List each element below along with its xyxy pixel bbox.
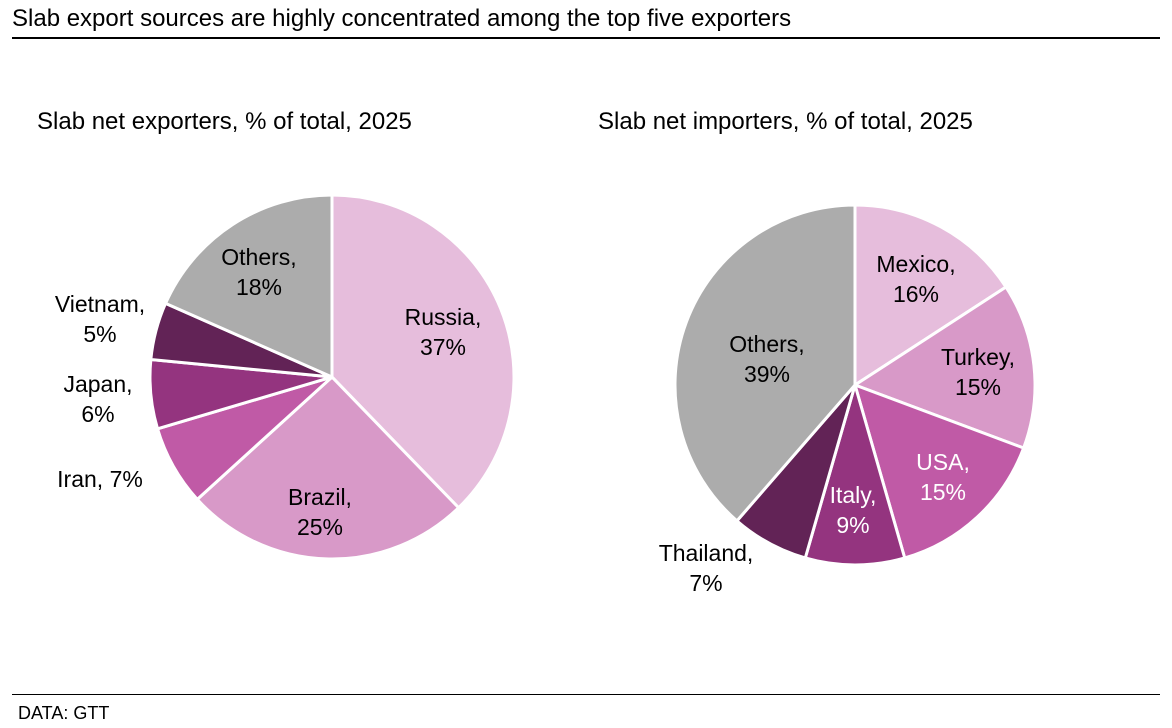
importers-slice-usa	[853, 383, 1026, 560]
exporters-label-japan: Japan, 6%	[63, 371, 132, 427]
importers-slice-turkey	[853, 285, 1037, 450]
importers-slice-mexico	[853, 203, 1008, 387]
importers-label-turkey: Turkey, 15%	[941, 344, 1015, 400]
importers-slice-italy	[803, 383, 907, 567]
data-source-note: DATA: GTT	[18, 703, 110, 723]
importers-label-mexico-line-2: 16%	[893, 281, 939, 307]
exporters-pie: Russia, 37% Brazil, 25% Iran, 7% Japan, 6% Viet…	[55, 193, 516, 561]
exporters-label-others: Others, 18%	[221, 244, 296, 300]
exporters-label-vietnam: Vietnam, 5%	[55, 291, 145, 347]
importers-label-usa: USA, 15%	[916, 449, 970, 505]
exporters-label-iran: Iran, 7%	[57, 466, 143, 492]
title-divider	[12, 37, 1160, 39]
exporters-label-japan-line-1: Japan,	[63, 371, 132, 397]
importers-label-usa-line-1: USA,	[916, 449, 970, 475]
importers-slice-others	[673, 203, 857, 523]
importers-pie-title: Slab net importers, % of total, 2025	[598, 108, 973, 135]
exporters-label-brazil-line-1: Brazil,	[288, 484, 352, 510]
importers-label-mexico-line-1: Mexico,	[876, 251, 955, 277]
exporters-pie-title: Slab net exporters, % of total, 2025	[37, 108, 412, 135]
chart-main-title: Slab export sources are highly concentra…	[12, 5, 792, 32]
importers-pie: Mexico, 16% Turkey, 15% USA, 15% Italy, 9% Thail…	[659, 203, 1037, 596]
importers-label-mexico: Mexico, 16%	[876, 251, 955, 307]
exporters-label-japan-line-2: 6%	[81, 401, 114, 427]
exporters-label-others-line-2: 18%	[236, 274, 282, 300]
exporters-label-russia-line-2: 37%	[420, 334, 466, 360]
importers-label-italy-line-2: 9%	[836, 512, 869, 538]
importers-label-others: Others, 39%	[729, 331, 804, 387]
exporters-label-brazil-line-2: 25%	[297, 514, 343, 540]
exporters-slice-others	[164, 193, 334, 379]
exporters-slice-brazil	[195, 375, 461, 561]
exporters-label-brazil: Brazil, 25%	[288, 484, 352, 540]
exporters-label-others-line-1: Others,	[221, 244, 296, 270]
importers-label-thailand-line-2: 7%	[689, 570, 722, 596]
importers-label-others-line-2: 39%	[744, 361, 790, 387]
importers-label-italy-line-1: Italy,	[830, 482, 877, 508]
importers-label-turkey-line-1: Turkey,	[941, 344, 1015, 370]
exporters-label-russia-line-1: Russia,	[405, 304, 482, 330]
exporters-label-russia: Russia, 37%	[405, 304, 482, 360]
exporters-label-iran-line-1: Iran, 7%	[57, 466, 143, 492]
importers-label-thailand-line-1: Thailand,	[659, 540, 754, 566]
exporters-label-vietnam-line-2: 5%	[83, 321, 116, 347]
footer-divider	[12, 694, 1160, 695]
importers-label-thailand: Thailand, 7%	[659, 540, 754, 596]
importers-label-turkey-line-2: 15%	[955, 374, 1001, 400]
importers-label-others-line-1: Others,	[729, 331, 804, 357]
importers-label-usa-line-2: 15%	[920, 479, 966, 505]
importers-label-italy: Italy, 9%	[830, 482, 877, 538]
exporters-label-vietnam-line-1: Vietnam,	[55, 291, 145, 317]
exporters-slice-russia	[330, 193, 516, 510]
